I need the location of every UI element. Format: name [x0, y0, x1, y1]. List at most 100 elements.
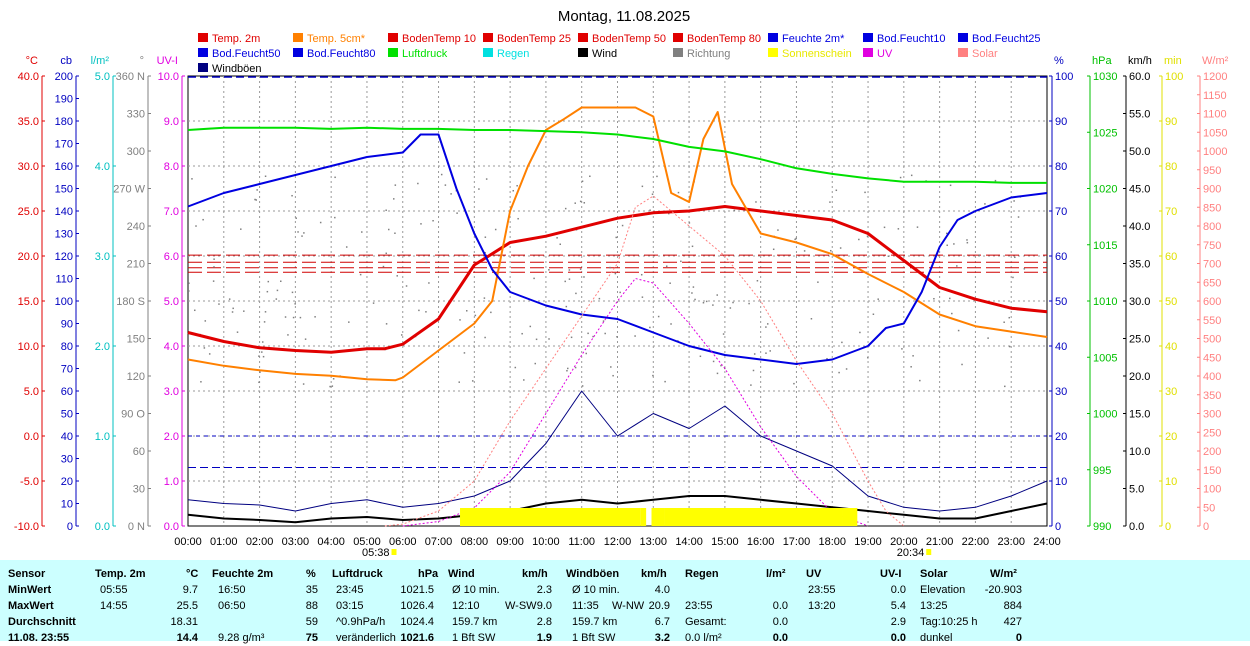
wind-direction-point — [256, 189, 258, 191]
wind-direction-point — [750, 384, 752, 386]
wind-direction-point — [329, 385, 331, 388]
stats-cell-rain-t: 0.0 l/m² — [685, 632, 722, 644]
axis-unit: % — [1054, 55, 1064, 67]
stats-cell-temp-t: 14:55 — [100, 600, 128, 612]
axis-tick-label: 1015 — [1093, 240, 1117, 252]
axis-tick-label: 1025 — [1093, 127, 1117, 139]
axis-tick-label: 50 — [1165, 296, 1177, 308]
stats-cell-gust-b: W-NW — [612, 600, 645, 612]
axis-tick-label: 80 — [61, 341, 73, 353]
stats-header-temp: Temp. 2m — [95, 568, 146, 580]
wind-direction-point — [548, 269, 550, 271]
wind-direction-point — [231, 311, 234, 313]
x-tick-label: 18:00 — [818, 536, 846, 548]
wind-direction-point — [916, 226, 919, 228]
wind-direction-point — [651, 193, 654, 195]
wind-direction-point — [574, 366, 577, 369]
wind-direction-point — [255, 199, 257, 201]
axis-tick-label: 270 W — [113, 184, 145, 196]
wind-direction-point — [570, 336, 573, 339]
wind-direction-point — [280, 280, 282, 283]
wind-direction-point — [299, 316, 302, 319]
stats-cell-temp-v: 14.4 — [176, 632, 198, 644]
sunrise-marker — [391, 549, 397, 555]
axis-tick-label: 1010 — [1093, 296, 1117, 308]
wind-direction-point — [297, 231, 299, 233]
wind-direction-point — [203, 347, 206, 349]
wind-direction-point — [899, 176, 902, 179]
axis-tick-label: 0.0 — [1129, 521, 1144, 533]
series-line-luftdruck — [187, 126, 1047, 184]
stats-cell-hum-t: 16:50 — [218, 584, 246, 596]
wind-direction-point — [581, 385, 584, 387]
axis-tick-label: 450 — [1203, 352, 1221, 364]
wind-direction-point — [612, 374, 614, 377]
wind-direction-point — [688, 222, 691, 224]
wind-direction-point — [284, 316, 287, 318]
wind-direction-point — [619, 291, 621, 294]
legend-swatch — [483, 33, 493, 42]
wind-direction-point — [614, 272, 617, 275]
wind-direction-point — [559, 243, 561, 246]
stats-cell-gust-a: Ø 10 min. — [572, 584, 620, 596]
legend-label: BodenTemp 10 — [402, 33, 476, 45]
axis-tick-label: 10.0 — [1129, 446, 1150, 458]
wind-direction-point — [420, 223, 422, 225]
axis-tick-label: 7.0 — [164, 206, 179, 218]
wind-direction-point — [565, 305, 568, 308]
stats-cell-solar-v: -20.903 — [984, 584, 1022, 596]
wind-direction-point — [494, 228, 497, 231]
wind-direction-point — [680, 260, 682, 263]
legend-swatch — [958, 48, 968, 57]
wind-direction-point — [188, 290, 190, 292]
axis-tick-label: 180 S — [116, 296, 145, 308]
wind-direction-point — [302, 383, 305, 385]
axis-tick-label: 150 — [55, 184, 73, 196]
axis-tick-label: 750 — [1203, 240, 1221, 252]
axis-tick-label: 5.0 — [1129, 484, 1144, 496]
wind-direction-point — [516, 184, 518, 187]
legend-label: Feuchte 2m* — [782, 33, 845, 45]
wind-direction-point — [598, 297, 601, 300]
stats-cell-hum-v: 59 — [305, 616, 318, 628]
x-tick-label: 01:00 — [210, 536, 238, 548]
wind-direction-point — [579, 268, 582, 270]
wind-direction-point — [897, 228, 900, 230]
wind-direction-point — [418, 309, 420, 312]
wind-direction-point — [471, 380, 474, 382]
wind-direction-point — [444, 184, 447, 186]
wind-direction-point — [817, 281, 819, 283]
wind-direction-point — [264, 311, 267, 313]
wind-direction-point — [228, 298, 231, 300]
stats-cell-wind-a: 159.7 km — [452, 616, 498, 628]
legend-swatch — [863, 48, 873, 57]
axis-tick-label: 20 — [61, 476, 73, 488]
axis-tick-label: 30.0 — [1129, 296, 1150, 308]
axis-tick-label: 70 — [61, 364, 73, 376]
axis-tick-label: 50 — [61, 409, 73, 421]
axis-tick-label: 50 — [1055, 296, 1067, 308]
wind-direction-point — [463, 352, 466, 354]
axis-tick-label: 250 — [1203, 427, 1221, 439]
stats-cell-gust-v: 4.0 — [654, 584, 670, 596]
stats-cell-temp-v: 25.5 — [176, 600, 198, 612]
axis-tick-label: 1000 — [1203, 146, 1227, 158]
legend-swatch — [198, 48, 208, 57]
stats-cell-gust-v: 6.7 — [654, 616, 670, 628]
wind-direction-point — [583, 202, 586, 204]
axis-tick-label: 1050 — [1203, 127, 1227, 139]
axis-tick-label: 90 — [1165, 116, 1177, 128]
wind-direction-point — [548, 338, 550, 340]
axis-tick-label: 1200 — [1203, 71, 1227, 83]
x-tick-label: 23:00 — [997, 536, 1025, 548]
wind-direction-point — [845, 368, 848, 370]
wind-direction-point — [512, 189, 515, 192]
stats-cell-press-t: 23:45 — [336, 584, 364, 596]
wind-direction-point — [830, 249, 832, 252]
stats-cell-solar-v: 427 — [1003, 616, 1022, 628]
wind-direction-point — [716, 372, 719, 375]
wind-direction-point — [1008, 345, 1011, 348]
wind-direction-point — [765, 326, 767, 328]
wind-direction-point — [910, 174, 913, 177]
axis-tick-label: 130 — [55, 229, 73, 241]
